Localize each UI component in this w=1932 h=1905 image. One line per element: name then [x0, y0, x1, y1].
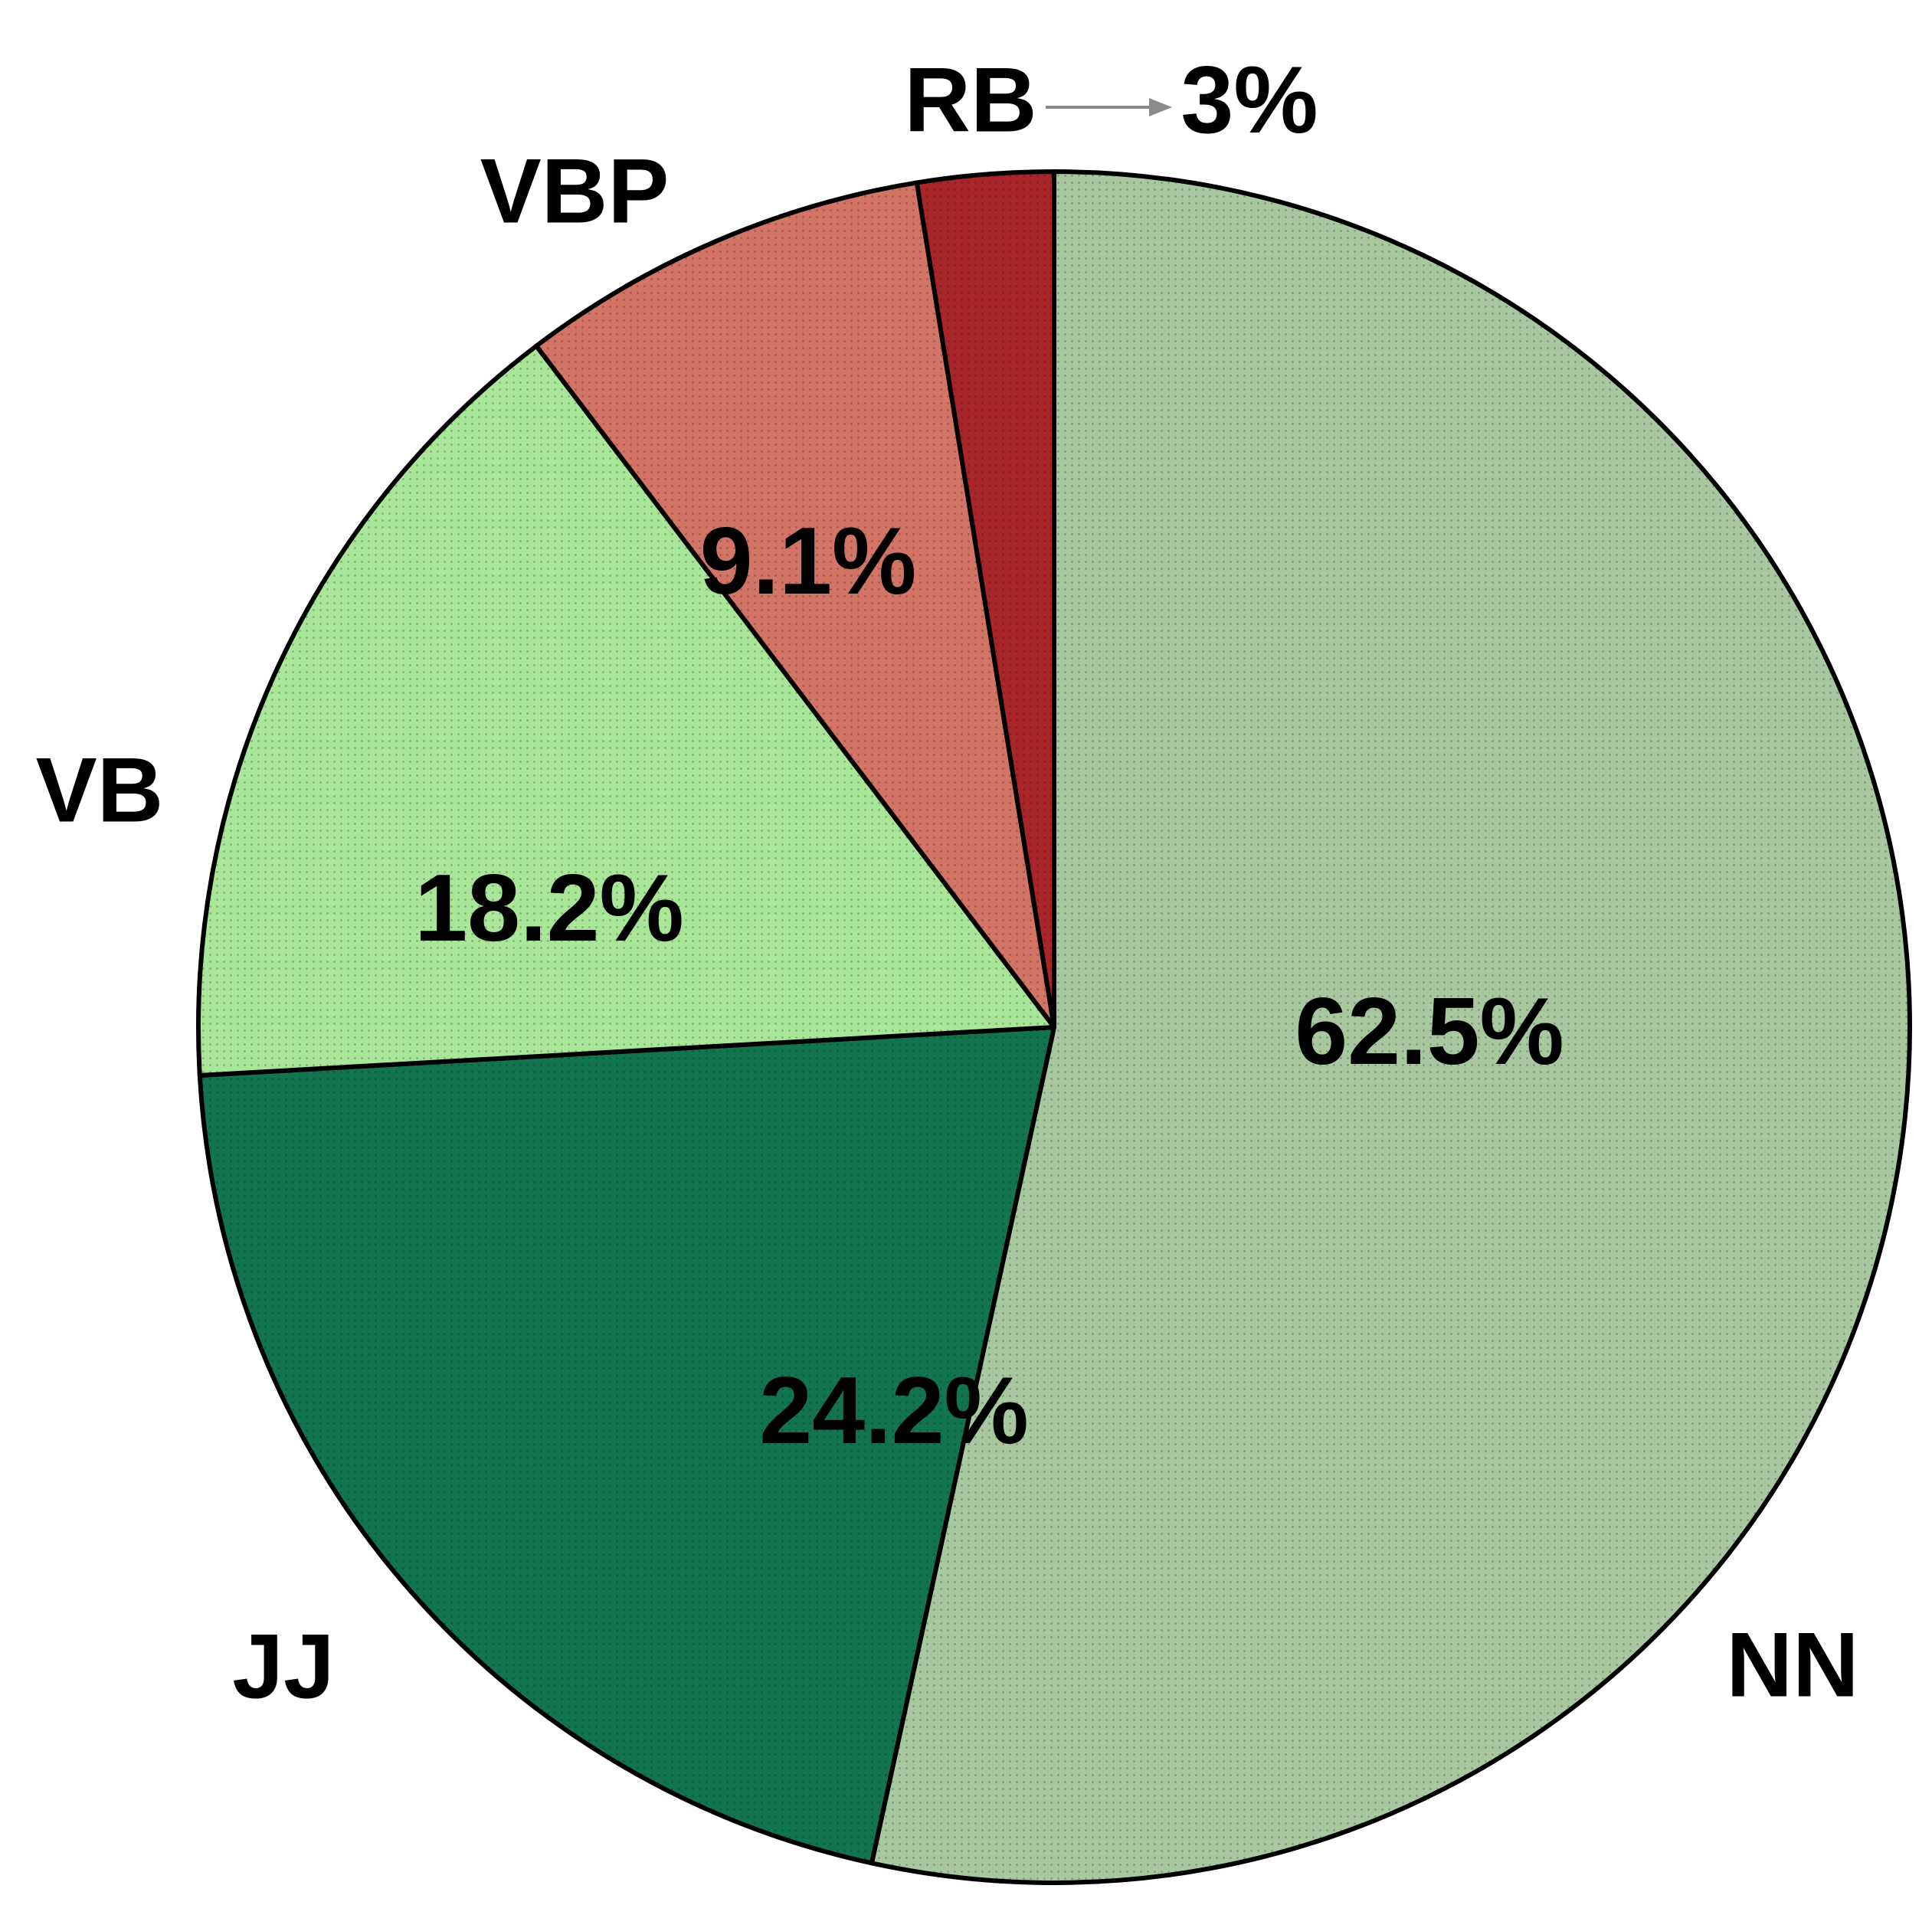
pie-slice-edge-jj — [197, 1025, 1056, 1866]
slice-name-label-vb: VB — [36, 739, 164, 842]
pie-labels: NN 62.5% JJ 24.2% VB 18.2% VBP 9.1% RB 3% — [36, 47, 1859, 1718]
pie-slice-texture-vbp — [536, 182, 1054, 1028]
pie-slice-edge-rb — [914, 169, 1056, 1029]
slice-value-label-vbp: 9.1% — [700, 509, 917, 614]
slice-value-label-nn: 62.5% — [1295, 979, 1564, 1085]
rb-leader-arrow — [1046, 98, 1172, 116]
pie-slice-edge-vbp — [534, 180, 1056, 1029]
slice-name-label-nn: NN — [1726, 1614, 1858, 1717]
slice-value-label-jj: 24.2% — [759, 1358, 1029, 1464]
slice-value-label-vb: 18.2% — [414, 856, 684, 961]
slice-value-label-rb: 3% — [1180, 47, 1318, 153]
slice-name-label-jj: JJ — [232, 1615, 334, 1718]
pie-slice-texture-vb — [198, 345, 1054, 1075]
slice-name-label-rb: RB — [904, 49, 1036, 152]
slice-name-label-vbp: VBP — [480, 140, 670, 243]
pie-slice-texture-jj — [199, 1027, 1055, 1864]
pie-slice-texture-nn — [871, 172, 1911, 1884]
pie-slices — [196, 169, 1912, 1885]
pie-slice-edge-nn — [869, 169, 1912, 1885]
pie-slice-edge-vb — [196, 343, 1056, 1078]
